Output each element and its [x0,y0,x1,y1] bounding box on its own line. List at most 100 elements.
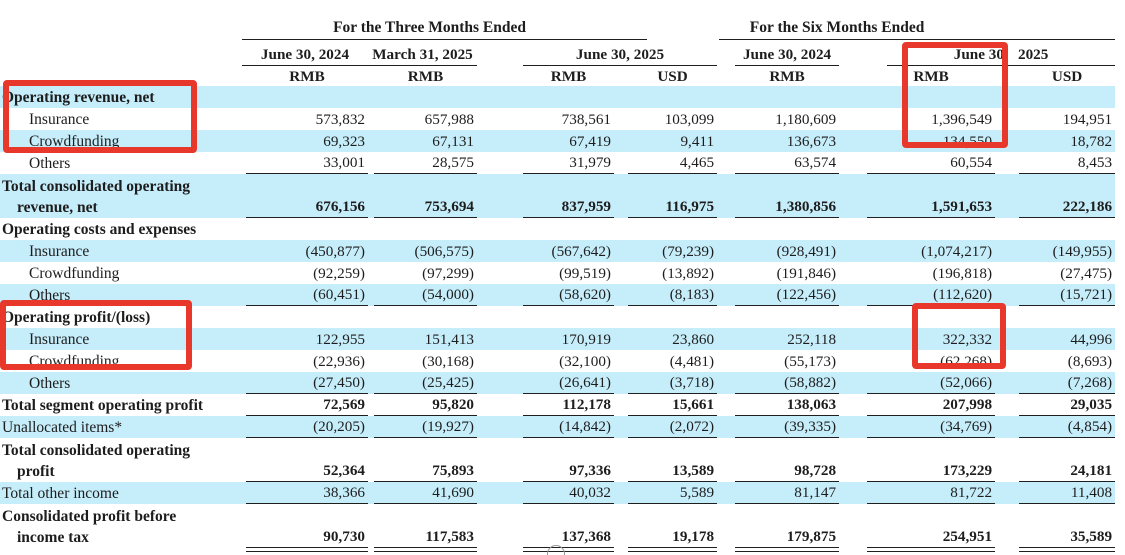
cell-value: 8,453 [1019,152,1116,174]
table-cell: 11,408 [995,482,1116,504]
table-cell: 753,694 [368,174,477,218]
cell-value: 207,998 [867,394,996,416]
table-cell: (4,481) [614,350,717,372]
cell-value: 573,832 [315,111,365,128]
cell-value: 19,178 [628,526,718,552]
table-cell: (55,173) [717,350,839,372]
currency-label: RMB [913,68,949,85]
cell-value: (22,936) [313,353,365,370]
table-cell: 23,860 [614,328,717,350]
header-spacer [0,0,242,40]
cell-value: 38,366 [246,482,368,504]
table-cell [614,218,717,240]
cell-value: 31,979 [523,152,614,174]
table-row: Others (27,450) (25,425) (26,641) (3,718) (58… [0,372,1116,394]
cell-value: 4,465 [628,152,718,174]
cell-value: 753,694 [374,196,477,218]
table-cell: 38,366 [242,482,368,504]
currency-label: RMB [769,68,805,85]
table-cell: 60,554 [839,152,996,174]
currency-label: USD [657,68,688,85]
table-cell: 4,465 [614,152,718,174]
table-cell: 67,419 [477,130,614,152]
cell-value: 18,782 [1070,133,1113,150]
table-cell: (27,450) [242,372,368,394]
cell-value: 9,411 [680,133,715,150]
table-cell: (30,168) [368,350,477,372]
cell-value: (52,066) [867,372,996,394]
table-cell: 657,988 [368,108,477,130]
table-cell: (567,642) [477,240,614,262]
cell-value: (97,299) [422,265,474,282]
row-label: Operating costs and expenses [2,221,197,238]
cell-value: 170,919 [561,331,611,348]
col-date-sixmo-jun30-2024: June 30, 2024 [735,46,840,66]
table-row: Others (60,451) (54,000) (58,620) (8,183) (12… [0,284,1116,306]
table-cell: (58,882) [717,372,840,394]
date-part-2025: 2025 [1017,46,1049,63]
table-cell: (506,575) [368,240,477,262]
cell-value: (79,239) [662,243,715,260]
cell-value: 676,156 [246,196,368,218]
cell-value: (20,205) [246,416,368,438]
cell-value: 1,396,549 [931,111,993,128]
table-cell: (25,425) [368,372,477,394]
col-date-mar31-2025: March 31, 2025 [368,46,477,66]
header-spacer [0,66,242,86]
table-cell: 134,550 [839,130,995,152]
row-label: Crowdfunding [29,353,120,370]
cell-value: 5,589 [628,482,718,504]
cell-value: (15,721) [1019,284,1116,306]
table-cell [368,218,477,240]
table-row: Insurance 573,832 657,988 738,561 103,099 1,1… [0,108,1115,130]
cell-value: 98,728 [735,460,840,482]
cell-value: 35,589 [1019,526,1116,552]
cell-value: 254,951 [867,526,996,552]
table-cell [242,306,368,328]
table-cell: 97,336 [477,438,614,482]
cell-value: (58,620) [523,284,614,306]
cell-value: (27,475) [1060,265,1113,282]
six-months-group-header: For the Six Months Ended [719,19,1116,40]
table-row: Crowdfunding (22,936) (30,168) (32,100) (4,4… [0,350,1115,372]
cell-value: 134,550 [942,133,993,150]
table-row: Insurance (450,877) (506,575) (567,642) (79,… [0,240,1116,262]
table-cell: 151,413 [368,328,477,350]
table-cell: (112,620) [839,284,996,306]
row-label: Total other income [2,485,119,502]
table-cell: 254,951 [839,504,996,552]
table-row: Total consolidated operating revenue, net… [0,174,1116,218]
row-label: Total consolidated operating profit [2,442,191,480]
table-cell: (8,693) [995,350,1115,372]
table-cell: (13,892) [614,262,717,284]
table-cell: 116,975 [614,174,718,218]
col-date-sixmo-jun30-2025: June 30 2025 [887,46,1116,66]
table-cell: (60,451) [242,284,368,306]
table-cell: 13,589 [614,438,718,482]
table-cell: 29,035 [995,394,1116,416]
cell-value: (8,183) [628,284,718,306]
cell-value: 40,032 [523,482,614,504]
cell-value: (58,882) [735,372,840,394]
cell-value: 60,554 [867,152,996,174]
table-cell: (79,239) [614,240,717,262]
cell-value: 41,690 [374,482,477,504]
cell-value: 44,996 [1070,331,1113,348]
cell-value: 67,131 [432,133,474,150]
table-cell: (34,769) [839,416,996,438]
cell-value: (1,074,217) [921,243,993,260]
row-label: Others [29,287,71,304]
table-cell: (122,456) [717,284,840,306]
table-row: Operating profit/(loss) [0,306,1115,328]
table-cell: (3,718) [614,372,718,394]
cell-value: 69,323 [323,133,365,150]
cell-value: (196,818) [932,265,993,282]
cell-value: 138,063 [735,394,840,416]
table-cell: 52,364 [242,438,368,482]
table-cell [717,306,839,328]
cell-value: 252,118 [787,331,837,348]
cell-value: (30,168) [422,353,474,370]
cell-value: 81,722 [867,482,996,504]
table-cell: 40,032 [477,482,614,504]
cell-value: 137,368 [523,526,614,552]
